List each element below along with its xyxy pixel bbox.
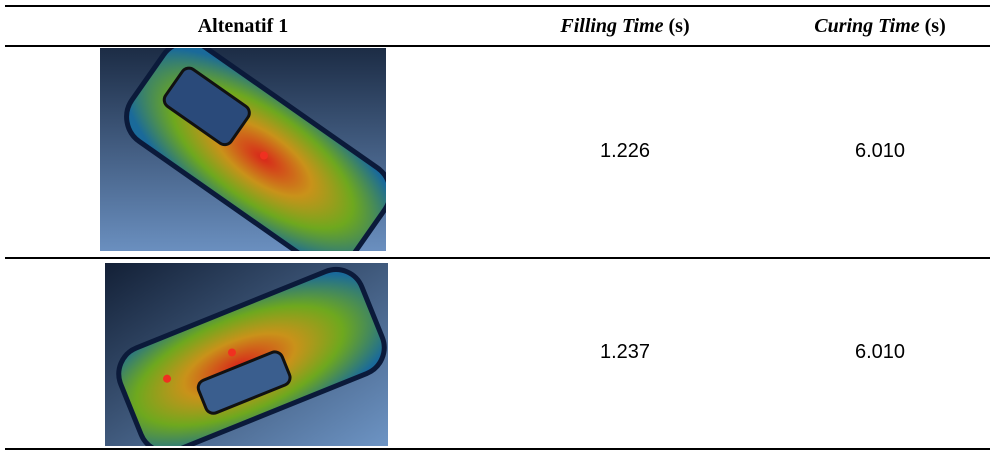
simulation-image (100, 48, 386, 251)
header-name: Filling Time (560, 15, 663, 37)
header-unit: (s) (669, 15, 690, 37)
curing-time: 6.010 (780, 140, 980, 163)
table-page: Altenatif 1 Filling Time (s) Curing Time… (0, 0, 995, 452)
rule-row (5, 257, 990, 259)
curing-time: 6.010 (780, 341, 980, 364)
filling-time: 1.226 (525, 140, 725, 163)
header-unit: (s) (925, 15, 946, 37)
rule-top (5, 5, 990, 7)
rule-bottom (5, 448, 990, 450)
header-name: Curing Time (814, 15, 919, 37)
filling-time: 1.237 (525, 341, 725, 364)
header-filling: Filling Time (s) (510, 8, 740, 44)
header-curing: Curing Time (s) (775, 8, 985, 44)
simulation-image (105, 263, 388, 446)
header-alternative: Altenatif 1 (143, 8, 343, 44)
rule-header (5, 45, 990, 47)
